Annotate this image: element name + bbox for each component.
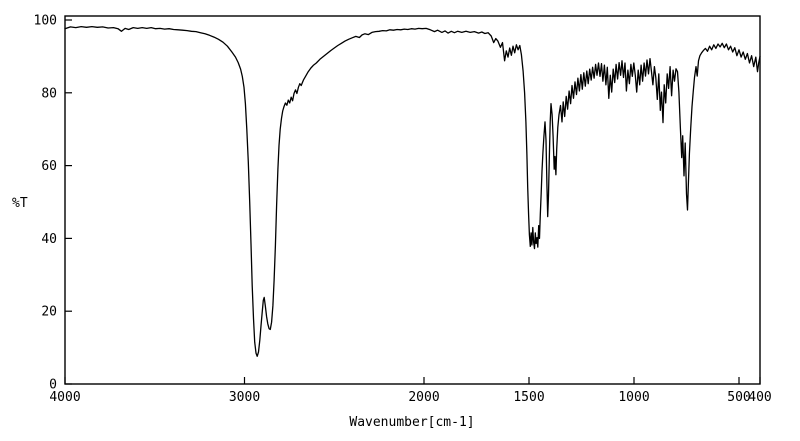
plot-border: [64, 15, 761, 385]
spectrum-trace: [64, 25, 761, 357]
y-tick-label: 0: [49, 378, 57, 393]
x-tick-label: 500: [727, 390, 750, 405]
y-tick-label: 60: [41, 159, 57, 174]
x-tick-label: 400: [748, 390, 771, 405]
x-tick-label: 1000: [618, 390, 649, 405]
x-tick-label: 2000: [408, 390, 439, 405]
x-tick-label: 4000: [49, 390, 80, 405]
x-tick-label: 3000: [229, 390, 260, 405]
y-tick-label: 100: [34, 14, 57, 29]
y-tick-label: 80: [41, 86, 57, 101]
x-tick-label: 1500: [513, 390, 544, 405]
y-axis-ticks: 0 20 40 60 80 100: [34, 14, 72, 393]
y-axis-label: %T: [12, 196, 28, 211]
y-tick-label: 20: [41, 305, 57, 320]
y-tick-label: 40: [41, 232, 57, 247]
x-axis-label: Wavenumber[cm-1]: [349, 415, 474, 430]
